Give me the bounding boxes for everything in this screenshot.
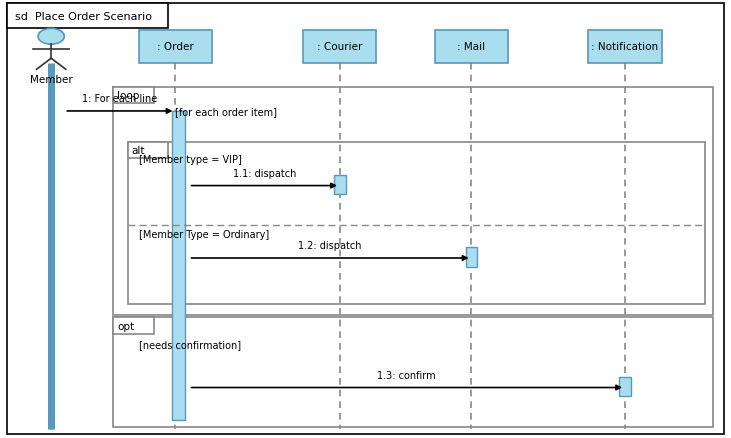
Text: : Mail: : Mail [458, 42, 485, 52]
Bar [303, 31, 376, 64]
Text: 1.1: dispatch: 1.1: dispatch [232, 168, 296, 178]
Circle shape [38, 29, 64, 45]
Text: [Member Type = Ordinary]: [Member Type = Ordinary] [139, 230, 269, 239]
Bar [435, 31, 508, 64]
Bar [139, 31, 212, 64]
FancyBboxPatch shape [7, 4, 168, 28]
Text: : Order: : Order [157, 42, 194, 52]
Text: 1.2: dispatch: 1.2: dispatch [298, 240, 362, 251]
Bar [113, 88, 154, 104]
Bar [172, 112, 185, 420]
Bar [128, 142, 705, 304]
Text: opt: opt [117, 321, 134, 331]
Text: loop: loop [117, 91, 140, 101]
Bar [588, 31, 662, 64]
Text: alt: alt [132, 146, 145, 155]
Text: [for each order item]: [for each order item] [175, 107, 278, 117]
Text: [Member type = VIP]: [Member type = VIP] [139, 155, 242, 165]
Bar [113, 88, 713, 315]
Text: : Courier: : Courier [317, 42, 363, 52]
Bar [128, 142, 168, 159]
Text: sd  Place Order Scenario: sd Place Order Scenario [15, 12, 151, 21]
Text: 1: For each line: 1: For each line [83, 94, 157, 104]
Bar [619, 377, 631, 396]
Text: 1.3: confirm: 1.3: confirm [377, 370, 436, 380]
Bar [334, 175, 346, 195]
Bar [466, 247, 477, 267]
Text: : Notification: : Notification [591, 42, 659, 52]
Text: Member: Member [30, 74, 72, 85]
Bar [113, 318, 154, 334]
Text: [needs confirmation]: [needs confirmation] [139, 339, 241, 349]
Bar [113, 318, 713, 427]
